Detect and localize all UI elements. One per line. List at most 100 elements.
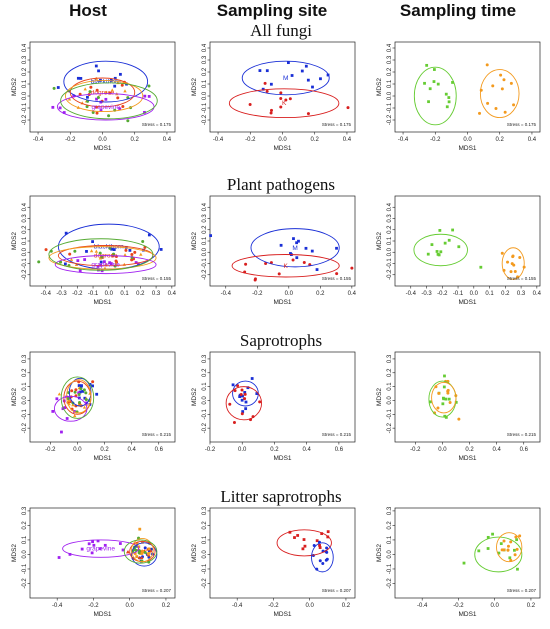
data-point <box>68 252 72 256</box>
data-point <box>98 256 103 260</box>
data-point <box>74 262 79 266</box>
data-point <box>82 388 86 392</box>
data-point <box>429 400 432 404</box>
data-point <box>68 552 72 556</box>
data-point <box>103 543 107 547</box>
data-point <box>232 421 236 425</box>
data-point <box>89 249 94 253</box>
data-point <box>478 111 482 115</box>
plot-frame <box>209 41 356 133</box>
data-point <box>432 80 436 83</box>
y-tick-label: 0.0 <box>22 396 28 405</box>
data-point <box>279 105 283 109</box>
panel-3-2: -0.4 -0.2 0.0 0.2 -0.2 -0.1 0.0 0.1 0.2 0.3 MDS1 MD… <box>376 506 541 618</box>
data-point <box>321 561 325 565</box>
data-point <box>98 251 102 255</box>
data-point <box>70 389 74 393</box>
x-tick-label: 0.2 <box>311 137 320 143</box>
ellipse-M <box>241 60 330 96</box>
data-point <box>269 111 273 115</box>
y-tick-label: 0.3 <box>202 354 208 363</box>
plot-frame <box>394 351 541 443</box>
data-point <box>60 430 63 434</box>
y-axis-label: MDS2 <box>191 388 198 406</box>
stress-label: Stress = 0.215 <box>507 432 537 437</box>
data-point <box>140 555 144 560</box>
data-point <box>290 74 294 77</box>
data-point <box>94 249 99 253</box>
data-point <box>445 105 449 109</box>
y-tick-label: -0.2 <box>202 578 208 589</box>
y-tick-label: 0.3 <box>387 214 393 223</box>
data-point <box>318 559 322 563</box>
ellipse-group <box>431 382 457 414</box>
data-point <box>448 400 452 404</box>
x-tick-label: 0.2 <box>342 603 351 609</box>
data-point <box>288 530 292 534</box>
data-point <box>107 114 111 118</box>
data-point <box>443 414 447 418</box>
data-point <box>326 73 330 77</box>
y-tick-label: -0.1 <box>22 258 28 269</box>
data-point <box>485 63 489 67</box>
x-tick-label: 0.6 <box>155 447 164 453</box>
panel-3-1: -0.4 -0.2 0.0 0.2 -0.2 -0.1 0.0 0.1 0.2 0.3 MDS1 MD… <box>191 506 356 618</box>
y-tick-label: 0.1 <box>387 535 393 544</box>
y-tick-label: 0.1 <box>202 236 208 245</box>
data-point <box>65 417 69 420</box>
data-point <box>462 561 466 565</box>
data-point <box>279 96 283 100</box>
stress-label: Stress = 0.155 <box>322 276 352 281</box>
data-point <box>310 249 314 253</box>
data-point <box>99 260 103 264</box>
data-points <box>288 530 330 571</box>
y-tick-label: -0.1 <box>202 408 208 419</box>
data-point <box>109 262 113 266</box>
x-tick-label: -0.4 <box>398 137 409 143</box>
y-axis-label: MDS2 <box>376 78 383 96</box>
panel-2-0: -0.2 0.0 0.2 0.4 0.6 -0.2 -0.1 0.0 0.1 0.2 0.3 MDS1… <box>11 351 176 462</box>
data-point <box>126 119 130 123</box>
data-point <box>311 85 314 89</box>
data-point <box>147 233 151 237</box>
x-axis-label: MDS1 <box>458 611 476 618</box>
ellipse-label: blackthorn <box>91 79 121 86</box>
data-point <box>494 106 498 110</box>
y-tick-label: 0.1 <box>202 535 208 544</box>
data-point <box>486 547 490 550</box>
data-point <box>506 544 510 548</box>
data-point <box>91 540 94 544</box>
stress-label: Stress = 0.175 <box>142 122 172 127</box>
data-points <box>462 532 522 571</box>
data-point <box>303 544 307 548</box>
y-tick-label: 0.4 <box>202 202 208 211</box>
y-tick-label: 0.3 <box>202 214 208 223</box>
data-point <box>506 548 510 552</box>
panel-1-0: -0.4 -0.3 -0.2 -0.1 0.0 0.1 0.2 0.3 0.4-0.2-0.10… <box>11 195 177 306</box>
data-point <box>433 68 436 71</box>
y-tick-label: 0.3 <box>387 354 393 363</box>
data-point <box>143 551 147 555</box>
data-point <box>130 253 134 257</box>
x-tick-label: -0.2 <box>88 603 99 609</box>
data-point <box>439 250 443 254</box>
data-point <box>52 86 56 90</box>
data-point <box>86 95 89 99</box>
data-point <box>139 252 143 256</box>
x-tick-label: -0.2 <box>453 603 464 609</box>
y-tick-label: 0.0 <box>387 247 393 256</box>
data-point <box>244 262 248 266</box>
x-tick-label: 0.0 <box>306 603 315 609</box>
data-point <box>118 107 122 111</box>
data-point <box>486 101 490 105</box>
data-point <box>79 387 83 391</box>
y-tick-label: 0.2 <box>202 521 208 530</box>
ellipse-M <box>250 228 340 268</box>
data-point <box>518 256 522 260</box>
x-tick-label: -0.2 <box>252 291 263 297</box>
data-point <box>146 552 150 556</box>
data-point <box>91 384 94 388</box>
ellipse-label: grapevine <box>91 262 120 269</box>
data-point <box>77 392 81 396</box>
data-point <box>479 265 483 269</box>
